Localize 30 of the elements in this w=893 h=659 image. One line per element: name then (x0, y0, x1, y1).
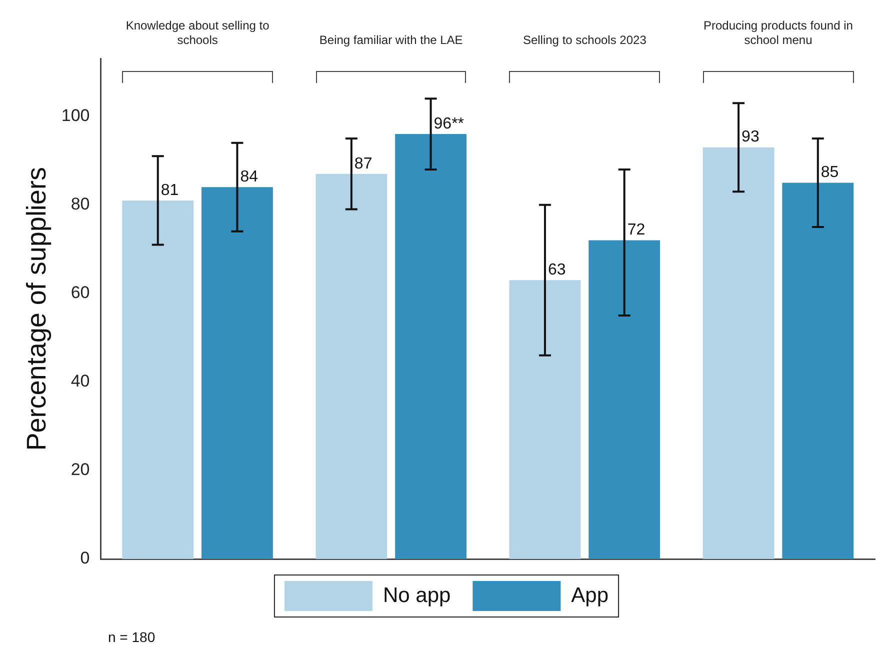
y-axis-title: Percentage of suppliers (22, 167, 52, 451)
y-tick-label: 80 (70, 194, 90, 214)
y-tick-label: 0 (80, 548, 90, 568)
bar (202, 187, 273, 559)
bar (395, 134, 466, 559)
data-label: 96** (434, 115, 464, 132)
data-label: 87 (354, 155, 372, 172)
data-label: 72 (627, 222, 646, 239)
text: n = 180 (108, 628, 156, 645)
data-label: 63 (548, 262, 566, 279)
x-tick-label: Producing products found in school menu (704, 18, 853, 47)
x-tick-label: Being familiar with the LAE (319, 32, 463, 47)
bar (122, 200, 194, 559)
legend-label: App (571, 584, 609, 607)
x-tick-label: Knowledge about selling to schools (126, 18, 270, 47)
bar (782, 182, 854, 559)
bar (316, 174, 388, 559)
bar (509, 280, 581, 559)
y-tick-label: 40 (70, 372, 90, 391)
bar (702, 147, 774, 559)
y-tick-label: 100 (61, 106, 90, 126)
y-tick-label: 20 (70, 460, 90, 480)
data-label: 81 (160, 182, 179, 199)
legend-label: No app (382, 584, 451, 607)
data-label: 84 (240, 168, 258, 186)
y-tick-label: 60 (70, 283, 90, 302)
data-label: 93 (742, 128, 760, 146)
x-tick-label: Selling to schools 2023 (522, 32, 647, 47)
bar (588, 240, 660, 559)
data-label: 85 (820, 164, 839, 182)
